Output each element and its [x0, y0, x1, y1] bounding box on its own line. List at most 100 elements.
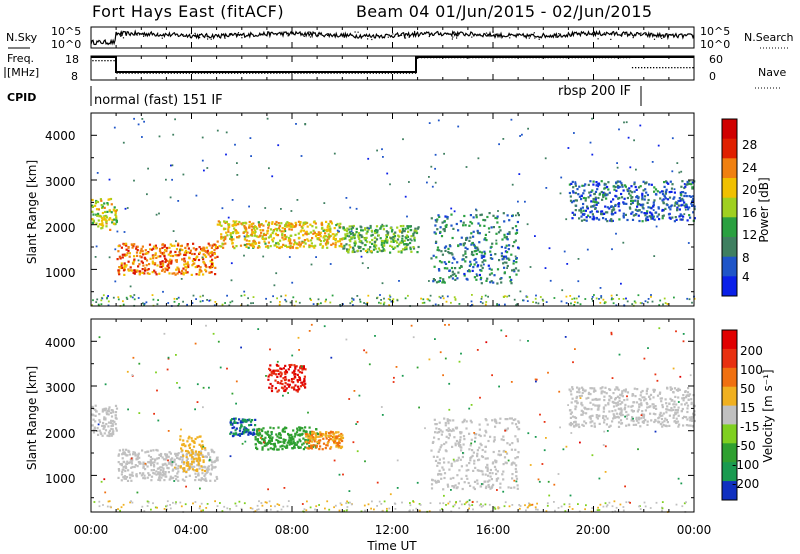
data-cell	[226, 294, 228, 297]
nave-dot	[336, 72, 338, 74]
data-cell	[302, 224, 305, 227]
data-cell	[154, 506, 157, 509]
data-cell	[514, 448, 517, 451]
data-cell	[342, 227, 345, 230]
data-cell	[678, 171, 681, 174]
data-cell	[238, 429, 242, 432]
data-cell	[194, 454, 197, 457]
data-cell	[129, 458, 132, 461]
data-cell	[167, 253, 170, 256]
data-cell	[335, 233, 338, 236]
data-cell	[652, 406, 656, 409]
data-cell	[516, 438, 519, 441]
data-cell	[683, 502, 686, 505]
data-cell	[467, 481, 470, 485]
data-cell	[193, 469, 196, 472]
freq-trace	[91, 56, 694, 73]
data-cell	[179, 435, 182, 438]
data-cell	[623, 121, 625, 124]
data-cell	[655, 407, 658, 410]
data-cell	[167, 471, 170, 474]
data-cell	[181, 269, 184, 272]
data-cell	[640, 204, 643, 207]
data-cell	[91, 210, 94, 213]
data-cell	[264, 436, 267, 439]
data-cell	[247, 235, 250, 238]
data-cell	[344, 235, 347, 238]
nave-dot	[604, 57, 607, 59]
data-cell	[324, 238, 327, 241]
data-cell	[285, 222, 288, 225]
data-cell	[640, 211, 643, 214]
data-cell	[496, 303, 498, 305]
data-cell	[137, 297, 140, 299]
data-cell	[584, 508, 586, 511]
data-cell	[136, 455, 139, 459]
data-cell	[631, 404, 634, 408]
data-cell	[194, 257, 198, 260]
data-cell	[416, 251, 419, 254]
data-cell	[334, 504, 337, 507]
data-cell	[519, 505, 522, 507]
data-cell	[644, 188, 647, 191]
data-cell	[101, 424, 104, 427]
data-cell	[568, 388, 571, 391]
data-cell	[319, 435, 322, 438]
data-cell	[663, 194, 666, 197]
data-cell	[300, 229, 303, 232]
data-cell	[310, 447, 314, 450]
data-cell	[679, 199, 682, 202]
nave-dot	[466, 57, 468, 59]
data-cell	[103, 202, 106, 205]
data-cell	[482, 218, 485, 222]
data-cell	[288, 443, 291, 446]
data-cell	[95, 200, 98, 203]
data-cell	[227, 228, 230, 231]
data-cell	[367, 294, 370, 297]
data-cell	[216, 505, 219, 507]
data-cell	[605, 392, 608, 395]
data-cell	[452, 505, 455, 508]
data-cell	[319, 231, 322, 234]
data-cell	[438, 421, 441, 424]
data-cell	[492, 440, 496, 443]
data-cell	[401, 237, 404, 240]
data-cell	[492, 450, 495, 454]
data-cell	[480, 297, 483, 300]
data-cell	[177, 254, 180, 257]
nave-dot	[215, 72, 218, 74]
data-cell	[299, 440, 302, 443]
data-cell	[664, 207, 667, 210]
data-cell	[241, 442, 244, 445]
data-cell	[271, 221, 274, 224]
data-cell	[94, 204, 97, 207]
data-cell	[534, 235, 536, 237]
data-cell	[138, 461, 142, 464]
nave-dot	[288, 72, 290, 74]
data-cell	[664, 197, 667, 200]
data-cell	[456, 459, 459, 462]
data-cell	[466, 500, 469, 503]
data-cell	[622, 389, 626, 392]
data-cell	[304, 446, 307, 449]
data-cell	[462, 221, 465, 224]
data-cell	[573, 297, 576, 300]
data-cell	[249, 431, 252, 434]
data-cell	[428, 280, 430, 282]
data-cell	[629, 190, 632, 193]
data-cell	[437, 450, 440, 453]
data-cell	[352, 224, 355, 228]
data-cell	[304, 426, 307, 429]
data-cell	[249, 137, 252, 139]
nave-dot	[218, 72, 221, 74]
data-cell	[185, 266, 188, 269]
data-cell	[447, 422, 450, 425]
data-cell	[478, 241, 481, 244]
data-cell	[262, 255, 265, 258]
data-cell	[407, 225, 410, 228]
data-cell	[98, 419, 101, 422]
data-cell	[467, 468, 470, 472]
data-cell	[269, 301, 272, 303]
data-cell	[571, 415, 575, 418]
data-cell	[180, 272, 183, 275]
